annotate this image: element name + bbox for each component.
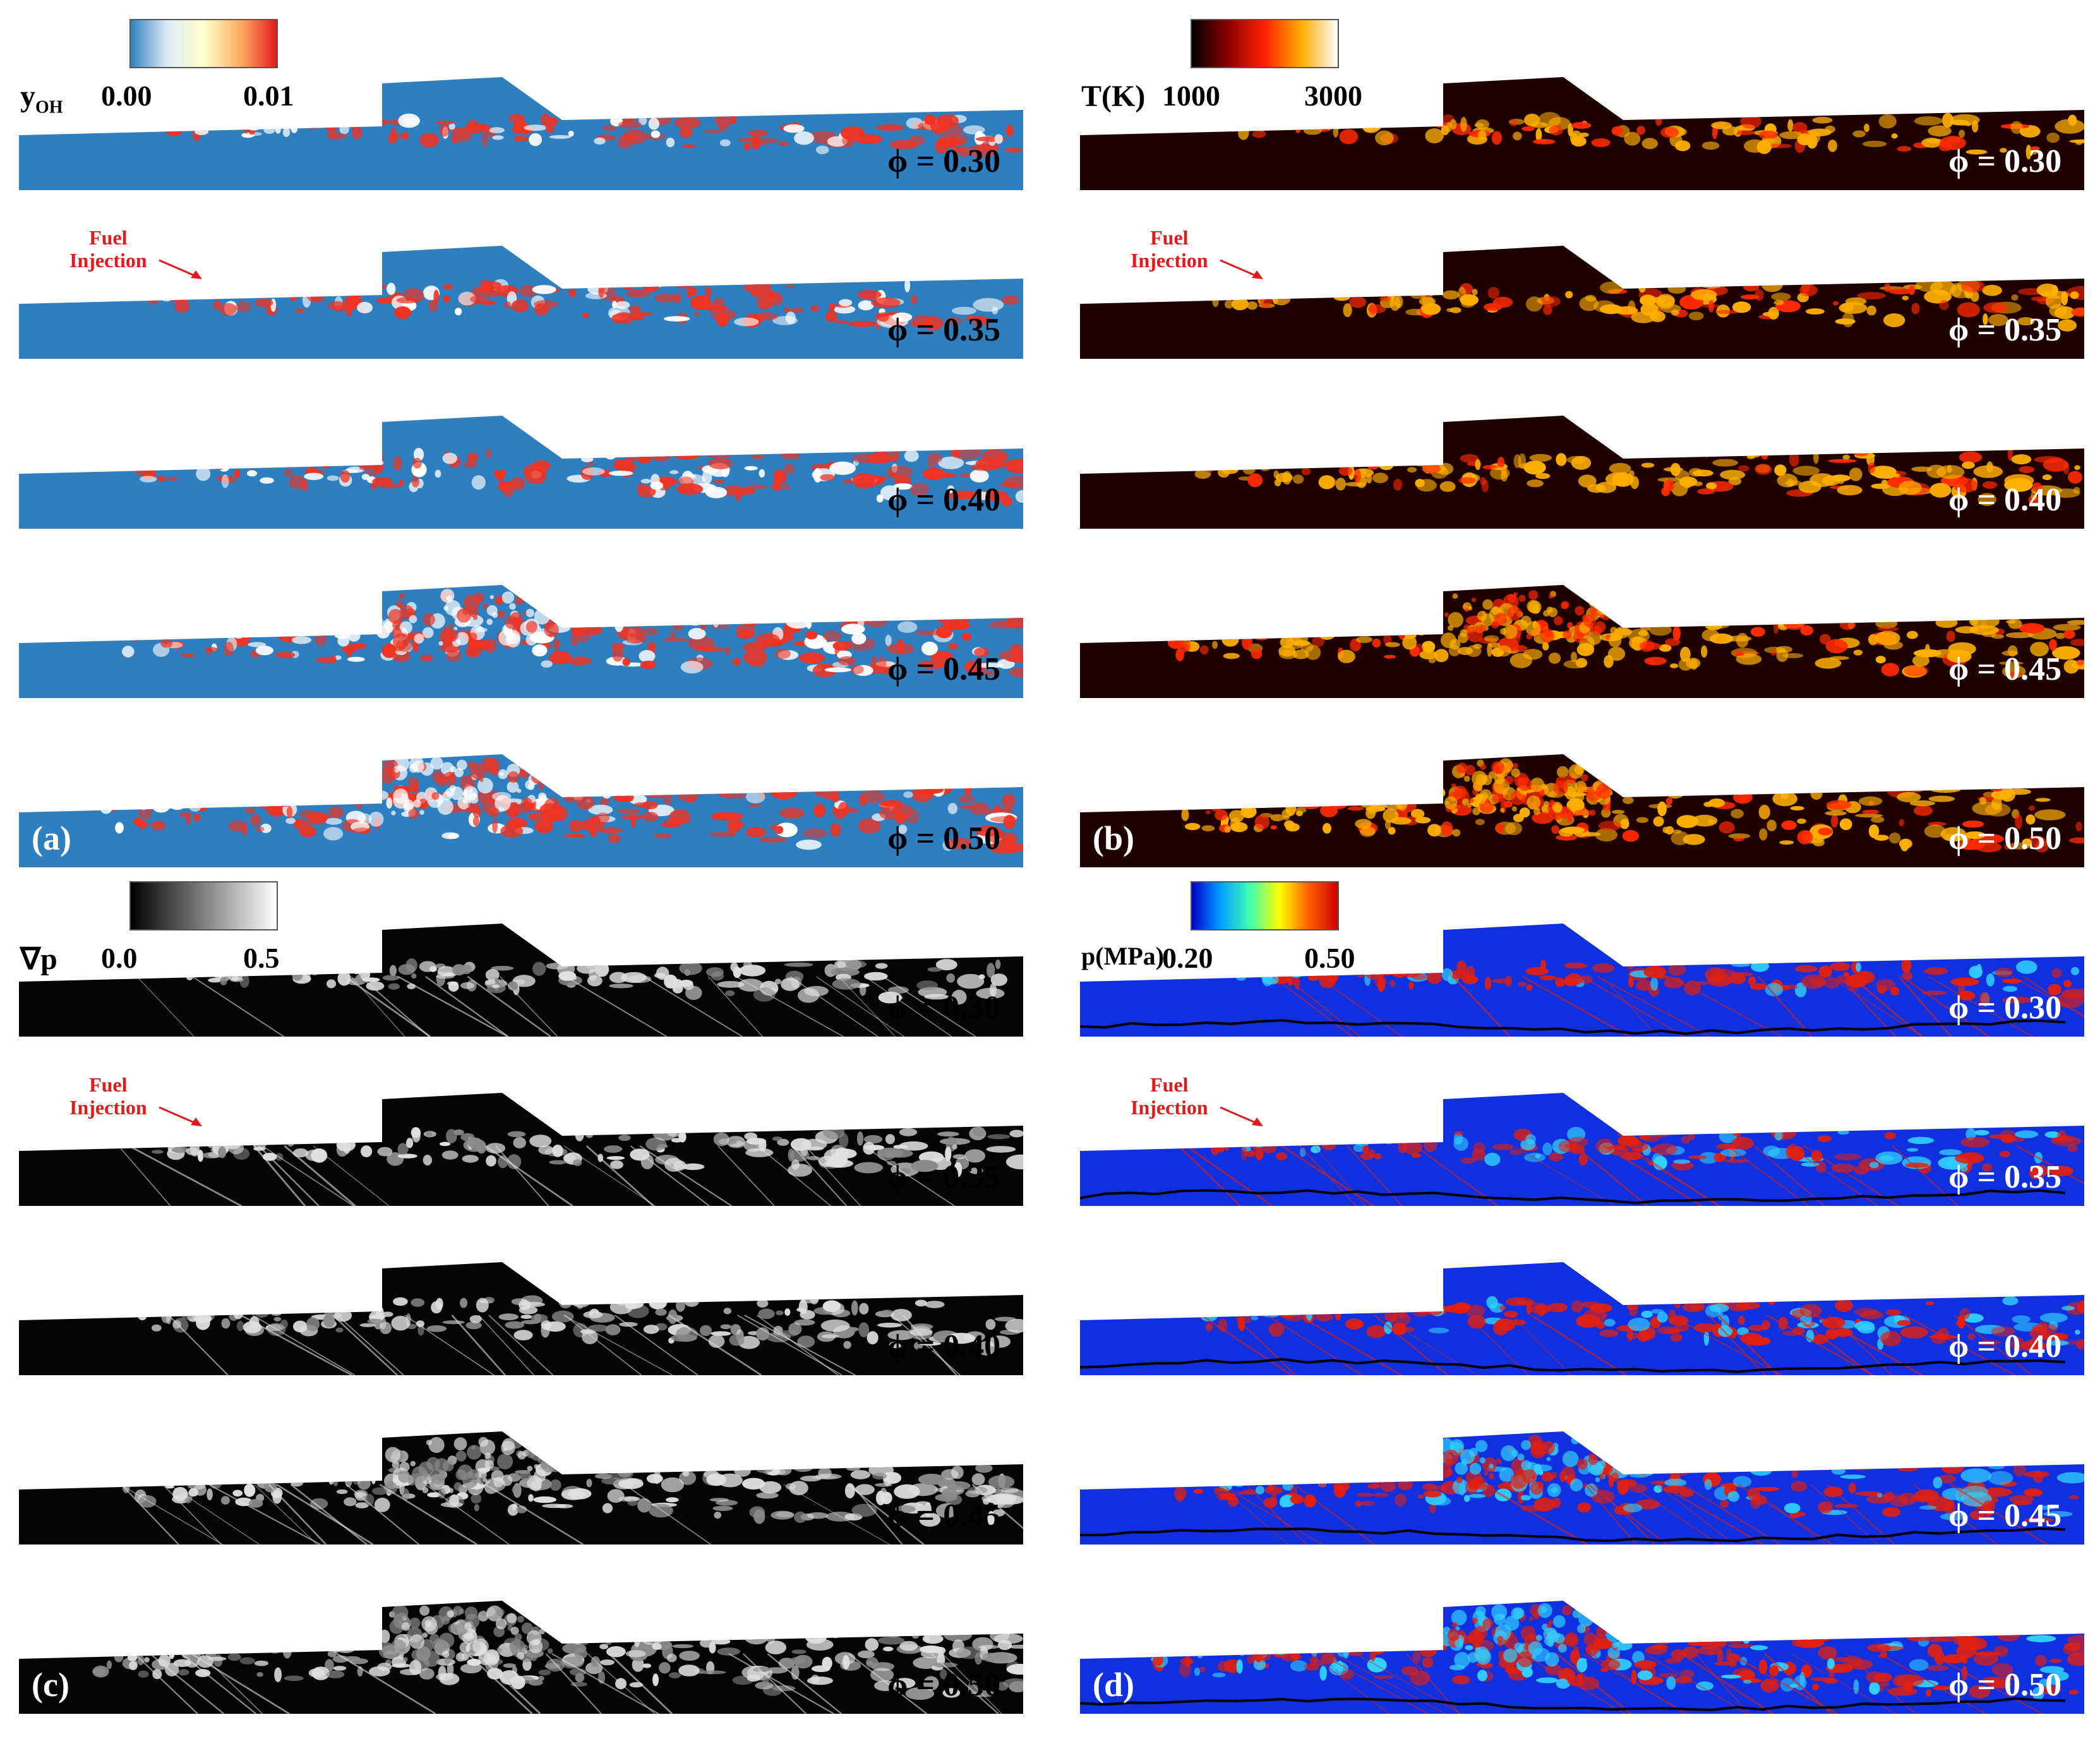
panel-a-colorbar-min: 0.00 <box>101 80 152 112</box>
fuel-injection-arrow-icon <box>1220 259 1263 279</box>
panel-d-strip-2 <box>1080 1051 2084 1206</box>
panel-d-strip-1 <box>1080 882 2084 1037</box>
panel-c-strip-4 <box>19 1390 1023 1544</box>
panel-b-phi-label-5: ϕ = 0.50 <box>1948 821 2062 857</box>
panel-d-field-1 <box>1080 924 2084 1037</box>
panel-b-colorbar <box>1191 19 1339 68</box>
panel-d-phi-label-1: ϕ = 0.30 <box>1948 990 2062 1026</box>
panel-b-phi-label-3: ϕ = 0.40 <box>1948 482 2062 518</box>
panel-d-label: (d) <box>1093 1666 1134 1704</box>
panel-c-colorbar-variable: ∇p <box>20 942 57 976</box>
fuel-injection-arrow-icon <box>159 259 202 279</box>
panel-b-strip-5 <box>1080 713 2084 867</box>
fuel-label: Fuel <box>1150 1073 1189 1096</box>
panel-c-strip-2 <box>19 1051 1023 1206</box>
panel-a-colorbar-variable: yOH <box>20 79 63 118</box>
panel-b-field-4 <box>1080 585 2084 698</box>
panel-a-phi-label-5: ϕ = 0.50 <box>887 821 1001 857</box>
panel-c-colorbar-min: 0.0 <box>101 942 138 974</box>
panel-b-strip-2 <box>1080 204 2084 359</box>
panel-b-strip-3 <box>1080 374 2084 529</box>
panel-c-fuel-injection-annotation: Fuel Injection <box>69 1073 147 1119</box>
panel-a-phi-label-1: ϕ = 0.30 <box>887 143 1001 179</box>
panel-d-phi-label-4: ϕ = 0.45 <box>1948 1498 2062 1534</box>
panel-c-strip-5 <box>19 1559 1023 1714</box>
injection-label: Injection <box>69 1096 147 1119</box>
panel-c-phi-label-4: ϕ = 0.45 <box>887 1498 1001 1534</box>
panel-a-phi-label-4: ϕ = 0.45 <box>887 651 1001 687</box>
panel-a-fuel-injection-annotation: Fuel Injection <box>69 226 147 272</box>
panel-b-strip-4 <box>1080 543 2084 698</box>
panel-b-colorbar-max: 3000 <box>1304 80 1362 112</box>
panel-c-phi-label-3: ϕ = 0.40 <box>887 1328 1001 1364</box>
panel-a-strip-3 <box>19 374 1023 529</box>
variable-symbol: y <box>20 80 35 113</box>
panel-a-field-5 <box>19 754 1023 867</box>
panel-b-field-5 <box>1080 754 2084 867</box>
panel-b-phi-label-2: ϕ = 0.35 <box>1948 312 2062 348</box>
fuel-injection-arrow-icon <box>159 1106 202 1126</box>
panel-a-strip-2 <box>19 204 1023 359</box>
panel-c-strip-1 <box>19 882 1023 1037</box>
panel-d-field-3 <box>1080 1262 2084 1375</box>
panel-b-colorbar-variable: T(K) <box>1081 80 1146 113</box>
fuel-label: Fuel <box>89 1073 128 1096</box>
panel-a-strip-5 <box>19 713 1023 867</box>
injection-label: Injection <box>69 249 147 272</box>
panel-b-field-3 <box>1080 416 2084 529</box>
panel-a-field-4 <box>19 585 1023 698</box>
panel-a-field-1 <box>19 77 1023 190</box>
panel-c-field-1 <box>19 924 1023 1037</box>
panel-d-field-2 <box>1080 1093 2084 1206</box>
panel-a-field-2 <box>19 246 1023 359</box>
panel-b-phi-label-1: ϕ = 0.30 <box>1948 143 2062 179</box>
panel-d-strip-4 <box>1080 1390 2084 1544</box>
panel-a-phi-label-3: ϕ = 0.40 <box>887 482 1001 518</box>
panel-b-colorbar-min: 1000 <box>1162 80 1220 112</box>
panel-d-colorbar-variable: p(MPa) <box>1081 942 1165 970</box>
panel-a-strip-4 <box>19 543 1023 698</box>
panel-d-phi-label-5: ϕ = 0.50 <box>1948 1667 2062 1703</box>
panel-c-phi-label-5: ϕ = 0.50 <box>887 1667 1001 1703</box>
panel-c-colorbar-max: 0.5 <box>243 942 280 974</box>
panel-b-strip-1 <box>1080 35 2084 190</box>
panel-d-phi-label-3: ϕ = 0.40 <box>1948 1328 2062 1364</box>
panel-a-strip-1 <box>19 35 1023 190</box>
fuel-injection-arrow-icon <box>1220 1106 1263 1126</box>
panel-d-field-5 <box>1080 1601 2084 1714</box>
panel-b-phi-label-4: ϕ = 0.45 <box>1948 651 2062 687</box>
panel-d-strip-3 <box>1080 1220 2084 1375</box>
panel-a-field-3 <box>19 416 1023 529</box>
panel-d-field-4 <box>1080 1431 2084 1544</box>
panel-b-field-2 <box>1080 246 2084 359</box>
panel-b-label: (b) <box>1093 819 1134 857</box>
injection-label: Injection <box>1131 249 1208 272</box>
panel-b-fuel-injection-annotation: Fuel Injection <box>1131 226 1208 272</box>
panel-d-strip-5 <box>1080 1559 2084 1714</box>
variable-subscript: OH <box>35 97 63 117</box>
panel-c-label: (c) <box>32 1666 69 1704</box>
panel-d-colorbar-min: 0.20 <box>1162 942 1213 974</box>
fuel-label: Fuel <box>1150 226 1189 249</box>
panel-d-colorbar-max: 0.50 <box>1304 942 1355 974</box>
panel-c-field-2 <box>19 1093 1023 1206</box>
panel-d-colorbar <box>1191 881 1339 930</box>
panel-c-phi-label-2: ϕ = 0.35 <box>887 1159 1001 1195</box>
panel-b-field-1 <box>1080 77 2084 190</box>
injection-label: Injection <box>1131 1096 1208 1119</box>
panel-a-label: (a) <box>32 819 71 857</box>
panel-c-field-3 <box>19 1262 1023 1375</box>
fuel-label: Fuel <box>89 226 128 249</box>
panel-d-phi-label-2: ϕ = 0.35 <box>1948 1159 2062 1195</box>
panel-c-strip-3 <box>19 1220 1023 1375</box>
panel-d-fuel-injection-annotation: Fuel Injection <box>1131 1073 1208 1119</box>
panel-c-field-5 <box>19 1601 1023 1714</box>
panel-a-colorbar <box>129 19 278 68</box>
panel-a-colorbar-max: 0.01 <box>243 80 294 112</box>
panel-a-phi-label-2: ϕ = 0.35 <box>887 312 1001 348</box>
panel-c-field-4 <box>19 1431 1023 1544</box>
panel-c-phi-label-1: ϕ = 0.30 <box>887 990 1001 1026</box>
panel-c-colorbar <box>129 881 278 930</box>
